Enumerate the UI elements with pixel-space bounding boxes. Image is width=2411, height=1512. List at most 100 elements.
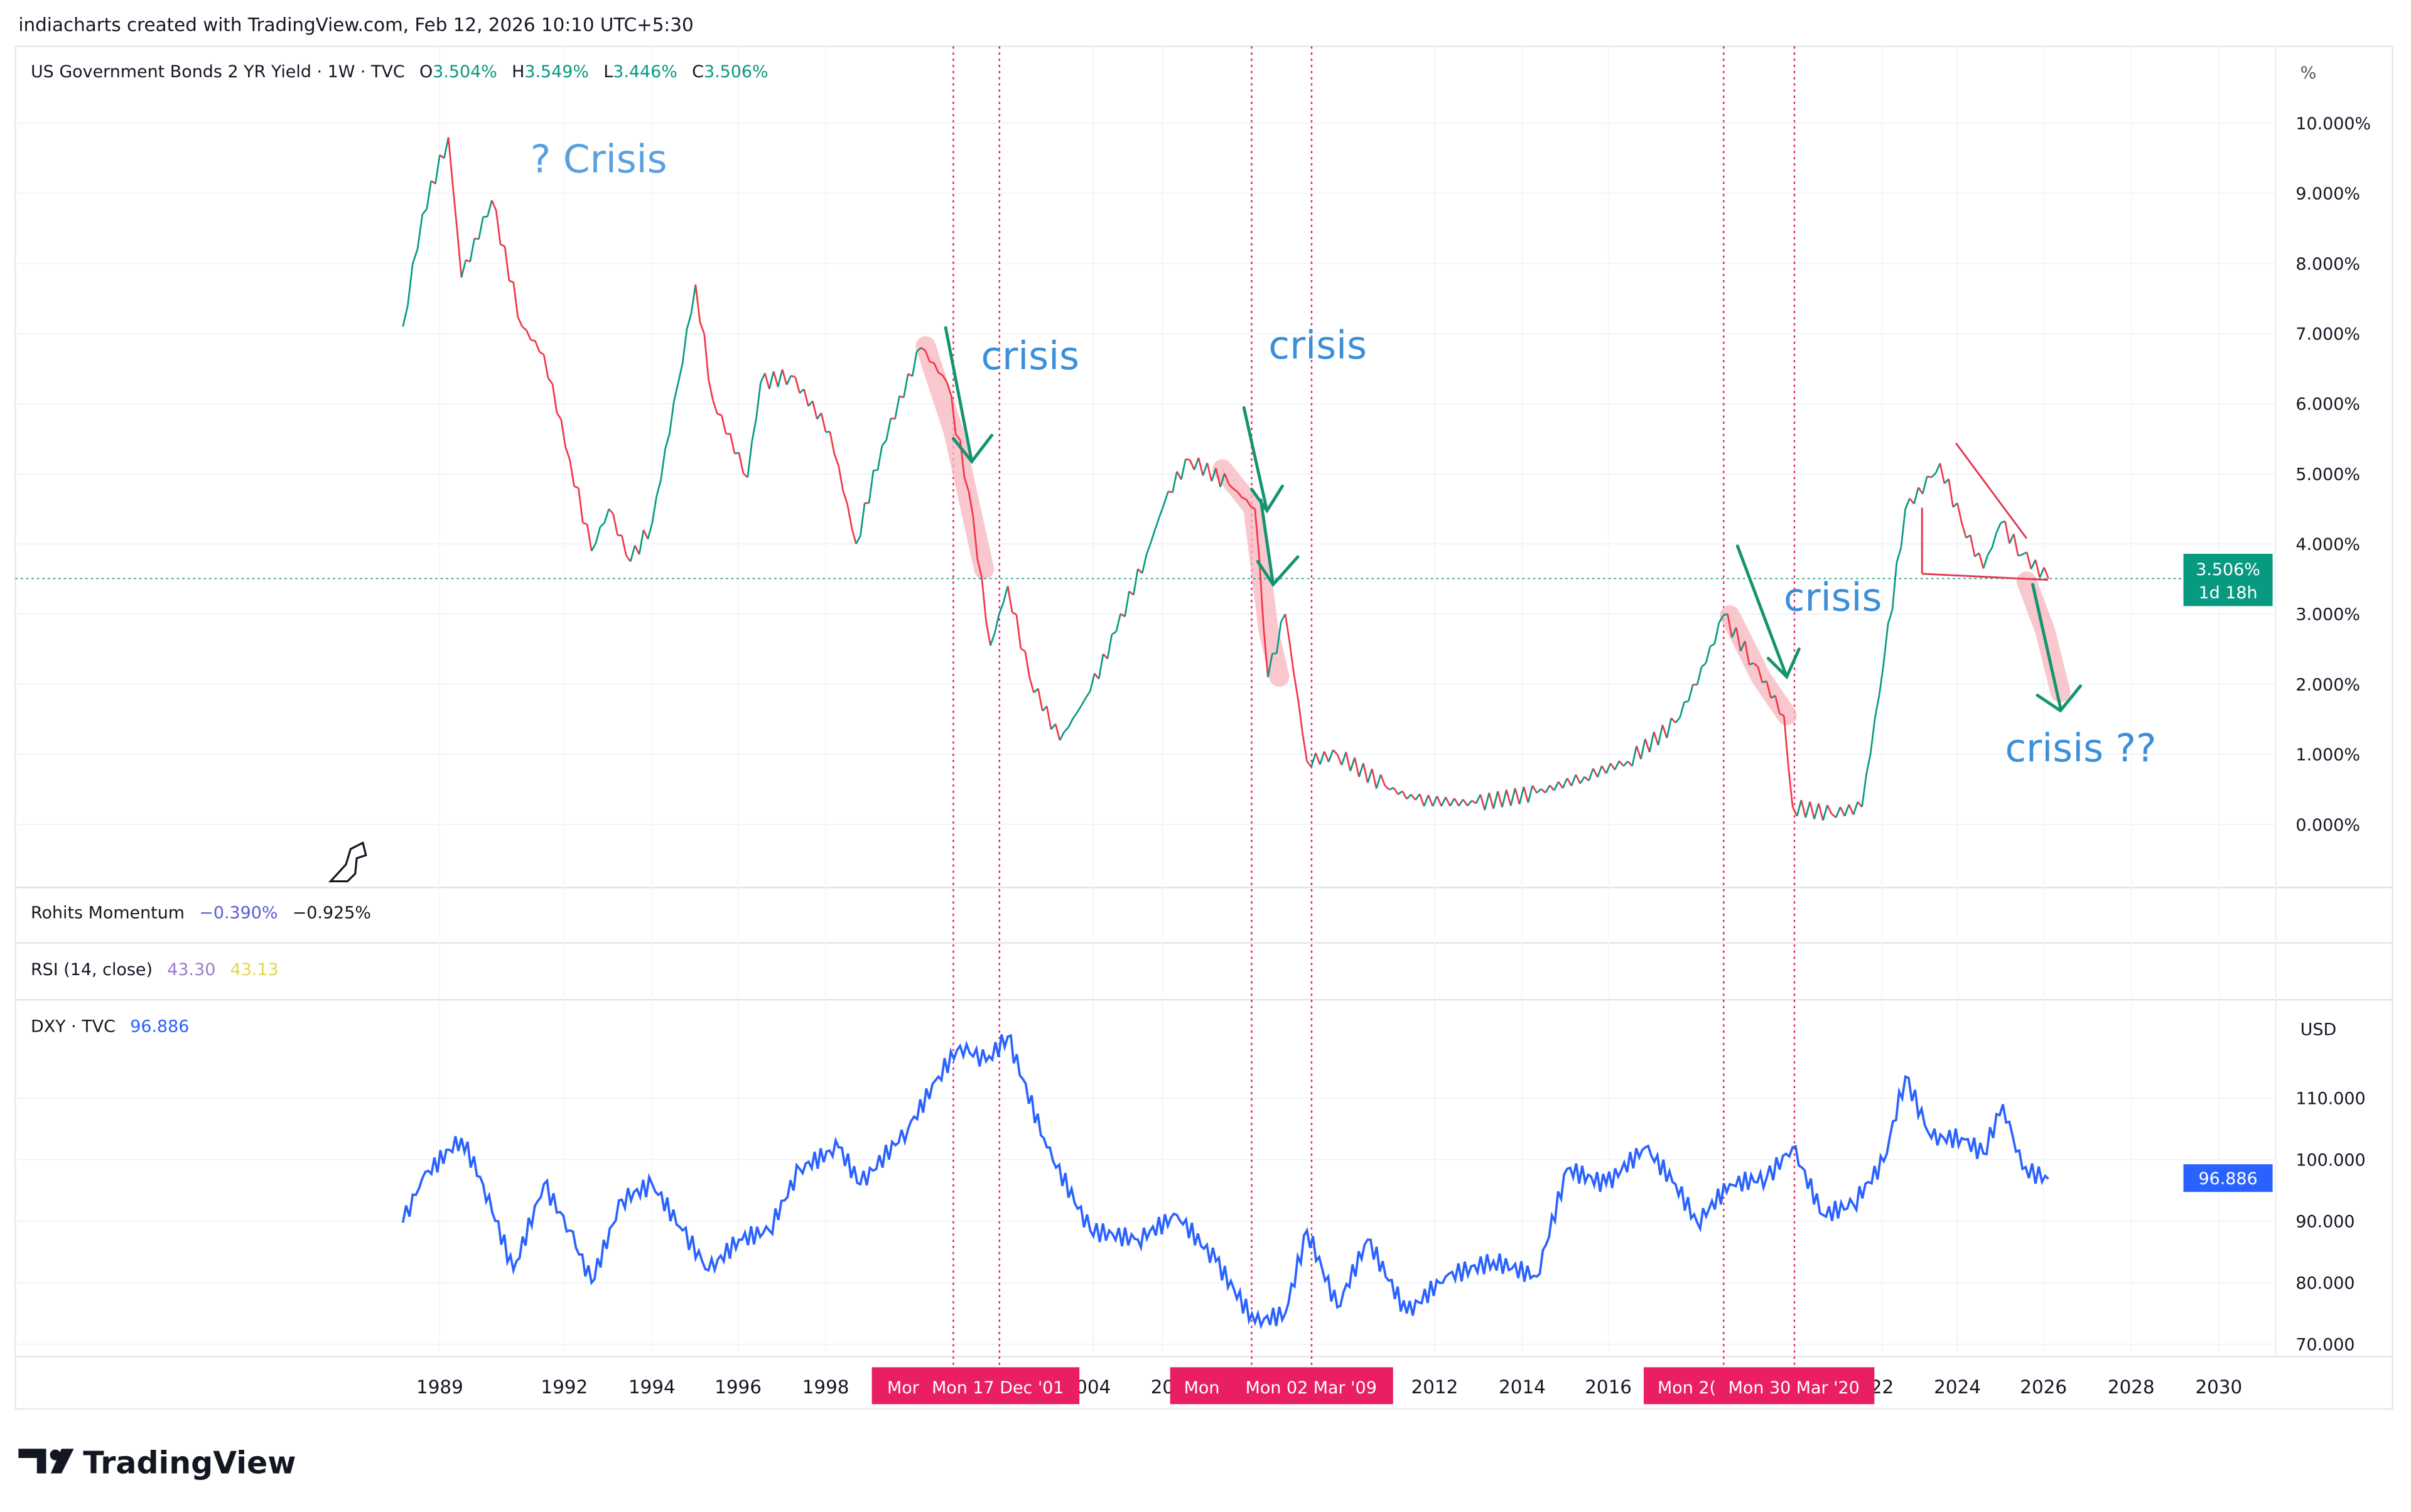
candle-segment (1900, 509, 1907, 548)
candle-segment (1713, 622, 1720, 644)
time-scale[interactable]: 1989 1992 1994 1996 1998 004 20 2012 2014 2016 22 2… (416, 1376, 2242, 1398)
candle-segment (582, 522, 588, 526)
candle-segment (1701, 662, 1707, 668)
rsi-legend[interactable]: RSI (14, close) 43.30 43.13 (31, 960, 279, 980)
candle-segment (1705, 645, 1712, 664)
candle-segment (469, 238, 475, 262)
candle-segment (885, 418, 892, 441)
candle-segment (1718, 615, 1724, 624)
candle-segment (669, 401, 675, 434)
candle-segment (1514, 787, 1521, 805)
candle-segment (1015, 614, 1022, 649)
x-tick-label: 1992 (541, 1376, 588, 1398)
candle-segment (1939, 463, 1946, 484)
x-tick-label: 2016 (1585, 1376, 1632, 1398)
dinosaur-icon[interactable] (328, 841, 367, 883)
x-tick-label: 004 (1076, 1376, 1111, 1398)
candle-segment (1684, 700, 1689, 703)
candle-segment (500, 244, 505, 247)
candle-segment (1809, 801, 1815, 819)
candle-segment (1995, 522, 2002, 534)
candle-segment (542, 354, 549, 379)
candle-segment (1423, 794, 1430, 807)
candle-segment (1631, 745, 1637, 767)
candle-segment (1852, 801, 1858, 815)
candle-segment (890, 418, 895, 420)
candle-segment (1804, 801, 1811, 818)
candle-segment (708, 379, 714, 401)
candle-segment (578, 488, 584, 523)
candle-segment (1735, 627, 1742, 652)
candle-segment (772, 370, 779, 387)
candle-segment (1089, 673, 1096, 692)
y-tick-label: 80.000 (2295, 1274, 2354, 1293)
candle-segment (1679, 701, 1685, 718)
y-tick-label: 110.000 (2295, 1089, 2365, 1109)
candle-segment (1870, 717, 1876, 753)
bar-countdown: 1d 18h (2199, 583, 2258, 603)
candle-segment (491, 200, 497, 211)
low-value: 3.446% (613, 62, 677, 82)
candle-segment (1045, 706, 1052, 730)
candle-segment (1358, 763, 1364, 777)
candle-segment (434, 154, 441, 184)
candle-segment (1193, 457, 1200, 470)
date-marker-label: Mor (887, 1378, 920, 1398)
candle-segment (1896, 548, 1902, 563)
momentum-legend[interactable]: Rohits Momentum −0.390% −0.925% (31, 903, 371, 922)
candle-segment (655, 479, 662, 497)
candle-segment (1063, 726, 1069, 733)
candle-segment (1379, 774, 1386, 787)
candle-segment (1566, 777, 1573, 787)
candle-segment (539, 351, 544, 355)
candle-segment (690, 284, 697, 314)
candle-segment (1484, 792, 1490, 811)
candle-segment (411, 249, 419, 264)
candle-segment (851, 527, 857, 544)
highlight-stroke (1720, 605, 1797, 726)
candle-segment (402, 305, 409, 327)
main-unit-label[interactable]: % (2300, 63, 2317, 83)
candle-segment (747, 441, 753, 478)
candle-segment (603, 509, 610, 523)
candle-segment (2009, 533, 2015, 544)
candle-segment (681, 328, 688, 364)
candle-segment (1042, 705, 1048, 712)
candle-segment (1436, 796, 1442, 807)
candle-segment (933, 362, 939, 374)
ohlc-label: O (419, 62, 433, 82)
candle-segment (1059, 732, 1065, 741)
candle-segment (1202, 462, 1209, 476)
y-tick-label: 10.000% (2295, 114, 2371, 134)
candle-segment (1024, 651, 1030, 678)
candle-segment (1427, 794, 1434, 807)
dxy-unit-label[interactable]: USD (2300, 1020, 2337, 1039)
candle-segment (504, 246, 510, 281)
candle-segment (751, 418, 757, 442)
candle-segment (1098, 654, 1104, 679)
candle-segment (1163, 491, 1169, 505)
candle-segment (677, 362, 684, 383)
header-caption: indiacharts created with TradingView.com… (18, 14, 693, 35)
y-tick-label: 90.000 (2295, 1212, 2354, 1232)
dxy-legend[interactable]: DXY · TVC 96.886 (31, 1017, 189, 1037)
main-price-scale[interactable]: 10.000% 9.000% 8.000% 7.000% 6.000% 5.000% 4.0… (2295, 114, 2371, 835)
dxy-price-scale[interactable]: 110.000 100.000 90.000 80.000 70.000 (2295, 1089, 2365, 1355)
candle-segment (1254, 509, 1261, 558)
candle-segment (1926, 475, 1932, 478)
candle-segment (1006, 586, 1013, 613)
candle-segment (664, 433, 671, 450)
candle-segment (621, 535, 627, 556)
x-tick-label: 2012 (1411, 1376, 1459, 1398)
y-tick-label: 100.000 (2295, 1151, 2365, 1170)
indicator-name: DXY · TVC (31, 1017, 116, 1037)
candle-segment (629, 545, 636, 562)
date-marker-label: Mon 17 Dec '01 (932, 1378, 1064, 1398)
candle-segment (526, 330, 532, 341)
candle-segment (1501, 789, 1508, 808)
candle-segment (1779, 713, 1784, 717)
candle-segment (478, 217, 484, 240)
candle-segment (976, 559, 983, 578)
candle-segment (1410, 794, 1416, 801)
candle-segment (1553, 781, 1560, 791)
